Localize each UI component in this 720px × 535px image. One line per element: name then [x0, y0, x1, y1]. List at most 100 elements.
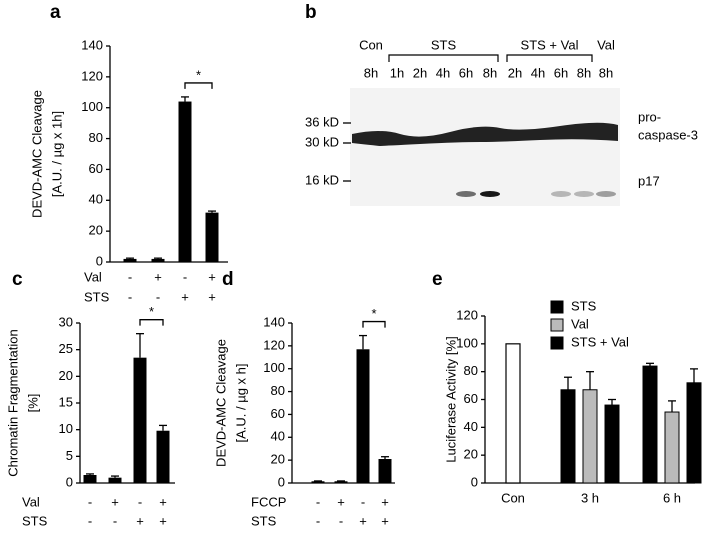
condition-sign: -: [183, 269, 187, 284]
protein-label: pro-: [638, 109, 661, 124]
bar: [108, 477, 122, 483]
significance-label: *: [149, 304, 154, 319]
condition-sign: -: [138, 494, 142, 509]
marker-label: 16 kD: [305, 172, 339, 187]
y-tick-label: 20: [464, 447, 478, 462]
y-tick-label: 100: [81, 99, 103, 114]
condition-sign: +: [359, 513, 367, 528]
condition-label: STS: [251, 513, 277, 528]
condition-label: STS: [22, 513, 48, 528]
group-bracket: [388, 54, 499, 62]
x-tick-label: Con: [501, 490, 525, 505]
lane-label: 4h: [531, 65, 545, 80]
legend-label: Val: [571, 316, 589, 331]
band-p17: [596, 191, 616, 197]
x-tick-label: 6 h: [663, 490, 681, 505]
group-label: STS: [431, 37, 457, 52]
y-axis-label: Luciferase Activity [%]: [443, 336, 458, 462]
lane-label: 6h: [459, 65, 473, 80]
bar: [560, 389, 576, 484]
condition-sign: -: [128, 289, 132, 304]
condition-sign: -: [156, 289, 160, 304]
condition-sign: -: [316, 494, 320, 509]
bar: [334, 481, 348, 483]
y-tick-label: 0: [278, 474, 285, 489]
legend-swatch: [550, 336, 564, 350]
lane-label: 4h: [436, 65, 450, 80]
y-tick-label: 0: [471, 474, 478, 489]
y-tick-label: 30: [59, 314, 73, 329]
condition-label: Val: [84, 269, 102, 284]
y-tick-label: 5: [66, 448, 73, 463]
condition-sign: +: [154, 269, 162, 284]
y-axis-label: [A.U. / µg x h]: [233, 363, 248, 442]
lane-label: 1h: [390, 65, 404, 80]
condition-sign: -: [88, 494, 92, 509]
y-tick-label: 140: [263, 314, 285, 329]
legend-swatch: [550, 300, 564, 314]
y-tick-label: 25: [59, 341, 73, 356]
y-axis-label: [A.U. / µg x 1h]: [49, 111, 64, 197]
bar: [156, 430, 170, 483]
bar: [604, 404, 620, 484]
condition-sign: +: [208, 269, 216, 284]
bar: [582, 389, 598, 484]
band-procaspase: [352, 122, 618, 146]
x-tick-label: 3 h: [581, 490, 599, 505]
condition-sign: +: [159, 513, 167, 528]
group-label: STS + Val: [521, 37, 579, 52]
y-tick-label: 140: [81, 37, 103, 52]
bar: [123, 258, 137, 262]
panel-label: b: [305, 2, 317, 23]
y-tick-label: 0: [66, 474, 73, 489]
y-tick-label: 40: [464, 419, 478, 434]
band-p17: [456, 191, 476, 197]
significance-bracket: [362, 320, 386, 328]
condition-sign: +: [159, 494, 167, 509]
blot-membrane: [350, 88, 620, 206]
significance-bracket: [139, 319, 164, 326]
condition-label: Val: [22, 494, 40, 509]
group-bracket: [506, 54, 593, 62]
y-tick-label: 10: [59, 421, 73, 436]
y-axis-label: [%]: [25, 394, 40, 413]
lane-label: 2h: [508, 65, 522, 80]
lane-label: 6h: [554, 65, 568, 80]
band-p17: [480, 191, 500, 197]
significance-label: *: [196, 67, 201, 82]
condition-sign: -: [128, 269, 132, 284]
legend-swatch: [550, 318, 564, 332]
condition-sign: -: [113, 513, 117, 528]
y-tick-label: 20: [271, 452, 285, 467]
y-tick-label: 100: [456, 335, 478, 350]
y-axis-label: Chromatin Fragmentation: [5, 329, 20, 476]
condition-label: FCCP: [251, 494, 286, 509]
y-tick-label: 80: [271, 383, 285, 398]
y-tick-label: 40: [271, 429, 285, 444]
y-tick-label: 80: [464, 363, 478, 378]
y-tick-label: 120: [263, 337, 285, 352]
y-tick-label: 20: [89, 223, 103, 238]
y-tick-label: 0: [96, 253, 103, 268]
bar: [178, 101, 192, 263]
lane-label: 2h: [413, 65, 427, 80]
condition-sign: +: [136, 513, 144, 528]
condition-sign: +: [381, 494, 389, 509]
bar: [505, 343, 521, 484]
y-tick-label: 120: [81, 68, 103, 83]
y-tick-label: 40: [89, 192, 103, 207]
condition-sign: -: [316, 513, 320, 528]
legend-label: STS: [571, 298, 597, 313]
condition-label: STS: [84, 289, 110, 304]
condition-sign: -: [361, 494, 365, 509]
protein-label: caspase-3: [638, 127, 698, 142]
lane-label: 8h: [599, 65, 613, 80]
y-tick-label: 60: [271, 406, 285, 421]
lane-label: 8h: [364, 65, 378, 80]
bar: [311, 481, 325, 483]
bar: [133, 357, 147, 483]
marker-label: 36 kD: [305, 114, 339, 129]
legend-label: STS + Val: [571, 334, 629, 349]
y-axis-label: DEVD-AMC Cleavage: [213, 339, 228, 467]
